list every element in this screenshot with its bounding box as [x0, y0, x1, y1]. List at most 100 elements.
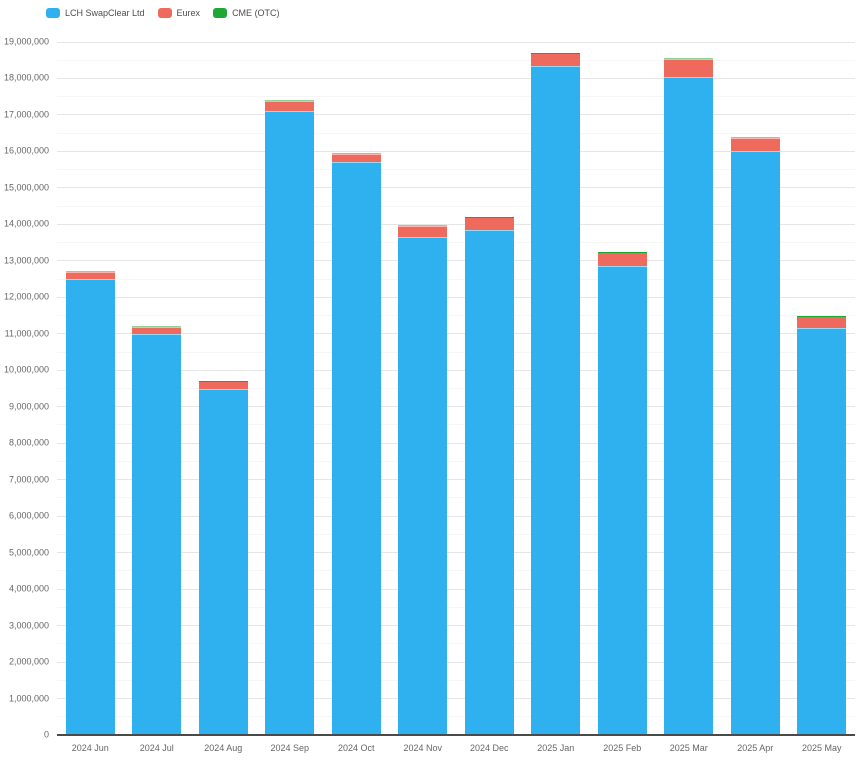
y-tick-label: 2,000,000 — [8, 656, 49, 667]
minor-gridline — [57, 497, 855, 499]
x-tick-label: 2024 Sep — [270, 743, 310, 753]
cme-otc-segment[interactable] — [597, 251, 647, 253]
lch-swapclear-ltd-segment[interactable] — [464, 229, 514, 735]
eurex-segment[interactable] — [797, 316, 847, 329]
cme-otc-segment[interactable] — [531, 52, 581, 54]
minor-gridline — [57, 679, 855, 681]
eurex-segment[interactable] — [198, 381, 248, 389]
legend-label: LCH SwapClear Ltd — [65, 8, 145, 18]
cme-otc-segment[interactable] — [132, 325, 182, 327]
lch-swapclear-ltd-segment[interactable] — [531, 65, 581, 735]
eurex-segment[interactable] — [464, 217, 514, 230]
y-tick-label: 17,000,000 — [3, 109, 49, 120]
eurex-segment[interactable] — [265, 101, 315, 112]
cme-otc-segment[interactable] — [331, 153, 381, 154]
eurex-segment[interactable] — [730, 137, 780, 152]
x-tick-label: 2024 Oct — [337, 743, 375, 753]
y-tick-label: 15,000,000 — [3, 182, 49, 193]
major-gridline — [57, 406, 855, 408]
legend-item-eurex[interactable]: Eurex — [157, 8, 201, 18]
y-tick-label: 19,000,000 — [3, 36, 49, 47]
cme-otc-segment[interactable] — [265, 100, 315, 102]
minor-gridline — [57, 278, 855, 280]
x-tick-label: 2025 May — [801, 743, 842, 753]
x-tick-label: 2025 Apr — [737, 743, 774, 753]
major-gridline — [57, 333, 855, 335]
minor-gridline — [57, 533, 855, 535]
legend-label: CME (OTC) — [232, 8, 280, 18]
minor-gridline — [57, 205, 855, 207]
x-tick-label: 2024 Jun — [71, 743, 109, 753]
lch-swapclear-ltd-swatch-icon — [46, 8, 60, 18]
cme-otc-segment[interactable] — [464, 216, 514, 218]
major-gridline — [57, 625, 855, 627]
lch-swapclear-ltd-segment[interactable] — [265, 111, 315, 735]
minor-gridline — [57, 570, 855, 572]
lch-swapclear-ltd-segment[interactable] — [730, 151, 780, 735]
cme-otc-swatch-icon — [213, 8, 228, 18]
minor-gridline — [57, 242, 855, 244]
x-tick-label: 2024 Dec — [469, 743, 509, 753]
lch-swapclear-ltd-segment[interactable] — [198, 388, 248, 735]
cme-otc-segment[interactable] — [664, 58, 714, 59]
x-tick-label: 2024 Nov — [403, 743, 443, 753]
y-tick-label: 13,000,000 — [3, 255, 49, 266]
minor-gridline — [57, 96, 855, 98]
lch-swapclear-ltd-segment[interactable] — [597, 266, 647, 735]
minor-gridline — [57, 315, 855, 317]
y-tick-label: 11,000,000 — [4, 328, 49, 339]
y-tick-label: 1,000,000 — [8, 693, 49, 704]
eurex-segment[interactable] — [65, 271, 115, 280]
cme-otc-segment[interactable] — [398, 225, 448, 227]
lch-swapclear-ltd-segment[interactable] — [65, 279, 115, 735]
lch-swapclear-ltd-segment[interactable] — [664, 76, 714, 735]
eurex-segment[interactable] — [398, 226, 448, 238]
minor-gridline — [57, 388, 855, 389]
minor-gridline — [57, 132, 855, 134]
y-tick-label: 16,000,000 — [3, 145, 49, 156]
lch-swapclear-ltd-segment[interactable] — [398, 237, 448, 735]
y-tick-label: 3,000,000 — [8, 620, 49, 631]
legend-item-cme-otc[interactable]: CME (OTC) — [213, 8, 280, 18]
eurex-segment[interactable] — [132, 326, 182, 334]
x-axis-line — [57, 734, 855, 736]
major-gridline — [57, 187, 855, 189]
y-tick-label: 5,000,000 — [8, 547, 49, 558]
cme-otc-segment[interactable] — [797, 315, 847, 317]
major-gridline — [57, 77, 855, 79]
x-tick-label: 2025 Feb — [603, 743, 642, 753]
legend: LCH SwapClear Ltd Eurex CME (OTC) — [46, 8, 280, 18]
eurex-segment[interactable] — [331, 154, 381, 163]
major-gridline — [57, 114, 855, 116]
lch-swapclear-ltd-segment[interactable] — [797, 328, 847, 735]
major-gridline — [57, 369, 855, 371]
y-tick-label: 4,000,000 — [8, 583, 49, 594]
major-gridline — [57, 442, 855, 444]
y-tick-label: 7,000,000 — [8, 474, 49, 485]
y-tick-label: 9,000,000 — [8, 401, 49, 412]
lch-swapclear-ltd-segment[interactable] — [132, 333, 182, 735]
eurex-segment[interactable] — [531, 53, 581, 66]
minor-gridline — [57, 643, 855, 645]
cme-otc-segment[interactable] — [65, 271, 115, 272]
legend-item-lch-swapclear-ltd[interactable]: LCH SwapClear Ltd — [46, 8, 145, 18]
lch-swapclear-ltd-segment[interactable] — [331, 162, 381, 735]
minor-gridline — [57, 59, 855, 61]
major-gridline — [57, 150, 855, 152]
cme-otc-segment[interactable] — [730, 137, 780, 138]
major-gridline — [57, 223, 855, 225]
minor-gridline — [57, 169, 855, 171]
y-tick-label: 8,000,000 — [8, 437, 49, 448]
legend-label: Eurex — [176, 8, 201, 18]
major-gridline — [57, 296, 855, 298]
y-tick-label: 0 — [43, 729, 49, 740]
y-tick-label: 14,000,000 — [3, 218, 49, 229]
y-tick-label: 10,000,000 — [3, 364, 49, 375]
cme-otc-segment[interactable] — [198, 380, 248, 382]
eurex-segment[interactable] — [597, 252, 647, 267]
x-tick-label: 2025 Jan — [537, 743, 575, 753]
eurex-segment[interactable] — [664, 58, 714, 77]
y-tick-label: 18,000,000 — [3, 72, 49, 83]
eurex-swatch-icon — [157, 8, 172, 18]
